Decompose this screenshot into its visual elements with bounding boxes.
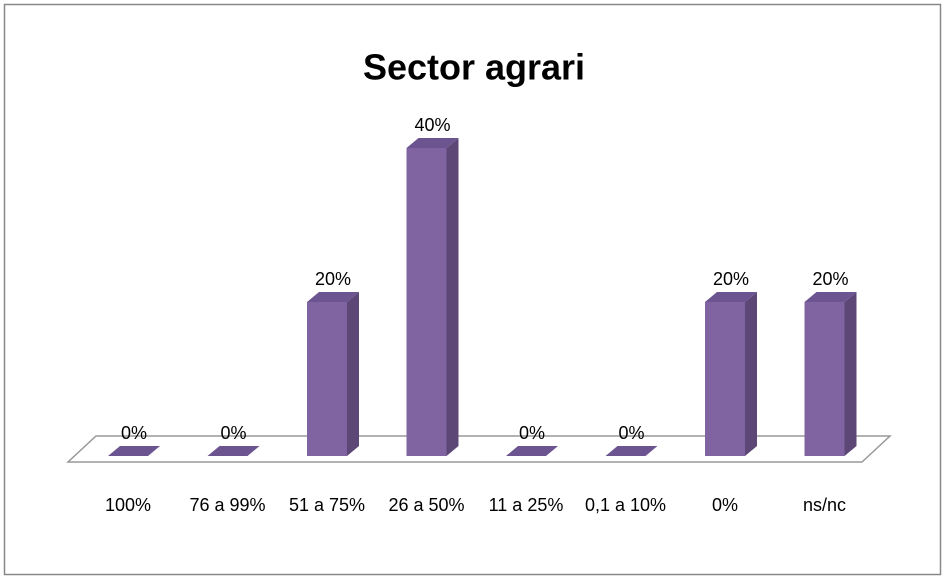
value-label: 0% <box>220 423 246 443</box>
bar-side <box>446 138 459 456</box>
bar-side <box>844 292 857 456</box>
value-label: 40% <box>414 115 450 135</box>
x-tick-label: 0,1 a 10% <box>584 495 667 515</box>
bar-top <box>207 446 260 456</box>
bar-top <box>108 446 160 456</box>
chart-border <box>3 3 942 576</box>
bar-top <box>506 446 558 456</box>
bar-top <box>307 292 359 302</box>
bar-top <box>705 292 757 302</box>
x-tick-label: 11 a 25% <box>488 495 564 515</box>
bar <box>804 302 845 456</box>
bar-top <box>804 292 857 302</box>
x-tick-label: 26 a 50% <box>388 495 465 515</box>
x-tick-label: ns/nc <box>802 495 847 515</box>
value-label: 0% <box>618 423 644 443</box>
x-tick-label: 0% <box>711 495 738 515</box>
bar-top <box>406 138 459 148</box>
value-label: 20% <box>812 269 848 289</box>
x-tick-label: 51 a 75% <box>288 495 366 515</box>
bar-side <box>347 292 359 456</box>
value-label: 0% <box>519 423 545 443</box>
floor <box>66 435 892 463</box>
value-label: 20% <box>713 269 749 289</box>
bar <box>705 302 745 456</box>
x-tick-label: 76 a 99% <box>189 495 266 515</box>
x-tick-label: 100% <box>104 495 152 515</box>
value-label: 20% <box>315 269 351 289</box>
value-label: 0% <box>121 423 147 443</box>
bar-top <box>605 446 658 456</box>
bar <box>406 148 447 456</box>
chart-title: Sector agrari <box>363 47 585 88</box>
bar <box>307 302 347 456</box>
bar-side <box>745 292 757 456</box>
